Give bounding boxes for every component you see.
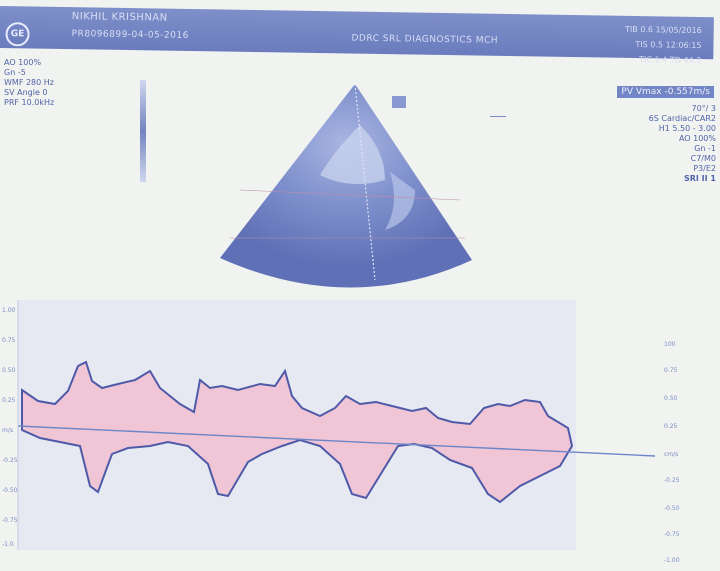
param: PRF 10.0kHz <box>4 98 55 107</box>
scale-tick-label: -0.25 <box>664 477 680 484</box>
doppler-parameters: AO 100% Gn -5 WMF 280 Hz SV Angle 0 PRF … <box>4 58 54 108</box>
param: SRI II 1 <box>684 174 716 183</box>
scale-tick-label: cm/s <box>664 451 678 458</box>
spectral-envelope <box>21 360 574 504</box>
scan-artifact <box>239 189 461 201</box>
scale-tick-label: 0.25 <box>2 397 16 404</box>
sample-volume-line <box>354 83 376 281</box>
vessel-echo <box>320 125 385 184</box>
vessel-echo <box>385 172 415 230</box>
param: 6S Cardiac/CAR2 <box>648 114 716 123</box>
scale-tick-label: -0.50 <box>2 487 18 494</box>
info-line: TIS 0.5 12:06:15 <box>635 39 702 51</box>
param: 70°/ 3 <box>691 104 716 113</box>
param: H1 5.50 - 3.00 <box>658 124 716 133</box>
scale-tick-label: -1.0 <box>2 541 14 548</box>
param: Gn -5 <box>4 68 26 77</box>
ultrasound-sector-image <box>220 83 472 288</box>
patient-header-bar: GE NIKHIL KRISHNAN PR8096899-04-05-2016 … <box>0 6 714 65</box>
scale-tick-label: -0.50 <box>664 505 680 512</box>
scale-tick-label: -0.75 <box>2 517 18 524</box>
scale-tick-label: 0.50 <box>664 395 678 402</box>
scale-tick-label: 100 <box>664 341 676 348</box>
scale-tick-label: 0.25 <box>664 423 678 430</box>
param: P3/E2 <box>693 164 716 173</box>
cursor-marker <box>490 116 506 117</box>
param: Gn -1 <box>694 144 716 153</box>
imaging-parameters: 70°/ 3 6S Cardiac/CAR2 H1 5.50 - 3.00 AO… <box>649 104 716 184</box>
scale-tick-label: 0.50 <box>2 367 16 374</box>
param: SV Angle 0 <box>4 88 48 97</box>
institution-name: DDRC SRL DIAGNOSTICS MCH <box>351 33 499 46</box>
info-line: TIB 0.6 15/05/2016 <box>624 24 702 36</box>
param: WMF 280 Hz <box>4 78 54 87</box>
info-line: TIC 1.4 TD 44.3 <box>639 55 702 66</box>
scale-tick-label: 0.75 <box>2 337 16 344</box>
probe-orientation-icon <box>392 96 406 108</box>
sector-field <box>220 84 472 288</box>
patient-name: NIKHIL KRISHNAN <box>71 11 168 24</box>
left-velocity-scale: 1.00 0.75 0.50 0.25 m/s -0.25 -0.50 -0.7… <box>2 307 18 548</box>
baseline <box>17 425 656 457</box>
param: AO 100% <box>4 58 42 67</box>
header-info: TIB 0.6 15/05/2016 TIS 0.5 12:06:15 TIC … <box>624 22 702 68</box>
patient-id: PR8096899-04-05-2016 <box>71 29 189 41</box>
right-velocity-scale: 100 0.75 0.50 0.25 cm/s -0.25 -0.50 -0.7… <box>664 341 680 564</box>
scale-tick-label: 0.75 <box>664 367 678 374</box>
ge-logo: GE <box>5 22 30 47</box>
scale-tick-label: -1.00 <box>664 557 680 564</box>
scale-tick-label: m/s <box>2 427 13 434</box>
param: AO 100% <box>678 134 716 143</box>
scale-tick-label: -0.25 <box>2 457 18 464</box>
scale-tick-label: -0.75 <box>664 531 680 538</box>
grayscale-bar <box>140 80 146 182</box>
param: C7/M0 <box>690 154 716 163</box>
pv-vmax-measurement: PV Vmax -0.557m/s <box>617 86 714 98</box>
scale-tick-label: 1.00 <box>2 307 16 314</box>
spectral-doppler-display: 1.00 0.75 0.50 0.25 m/s -0.25 -0.50 -0.7… <box>2 300 680 564</box>
